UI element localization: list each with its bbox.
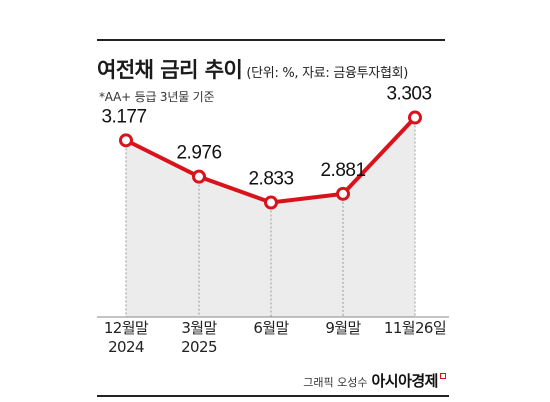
x-tick-label-1-0: 3월말 — [181, 319, 217, 337]
data-point-3 — [336, 186, 350, 201]
credit-text: 그래픽 오성수 — [303, 376, 368, 389]
x-tick-label-4-0: 11월26일 — [384, 319, 446, 337]
x-tick-label-0-1: 2024 — [108, 338, 144, 356]
data-point-4 — [408, 110, 422, 125]
data-label-4: 3.303 — [386, 84, 431, 105]
data-label-3: 2.881 — [320, 160, 365, 181]
unit-note: (단위: %, 자료: 금융투자협회) — [246, 66, 409, 81]
x-tick-label-3-0: 9월말 — [325, 319, 361, 337]
data-point-0 — [119, 133, 133, 148]
brand-mark-icon — [440, 373, 446, 379]
top-rule — [97, 39, 445, 41]
brand-logo: 아시아경제 — [371, 372, 438, 390]
x-tick-label-0-0: 12월말 — [104, 319, 149, 337]
data-point-2 — [264, 195, 278, 210]
x-tick-label-2-0: 6월말 — [253, 319, 289, 337]
bottom-rule — [97, 395, 449, 397]
data-label-1: 2.976 — [176, 143, 221, 164]
data-point-1 — [192, 169, 206, 184]
data-label-2: 2.833 — [248, 169, 293, 190]
x-tick-label-1-1: 2025 — [181, 338, 217, 356]
credit: 그래픽 오성수 아시아경제 — [303, 370, 446, 391]
chart-title-text: 여전채 금리 추이 — [97, 58, 243, 82]
data-label-0: 3.177 — [101, 106, 146, 127]
chart-subtitle: *AA+ 등급 3년물 기준 — [99, 90, 215, 104]
chart-title: 여전채 금리 추이 (단위: %, 자료: 금융투자협회) — [97, 54, 408, 84]
